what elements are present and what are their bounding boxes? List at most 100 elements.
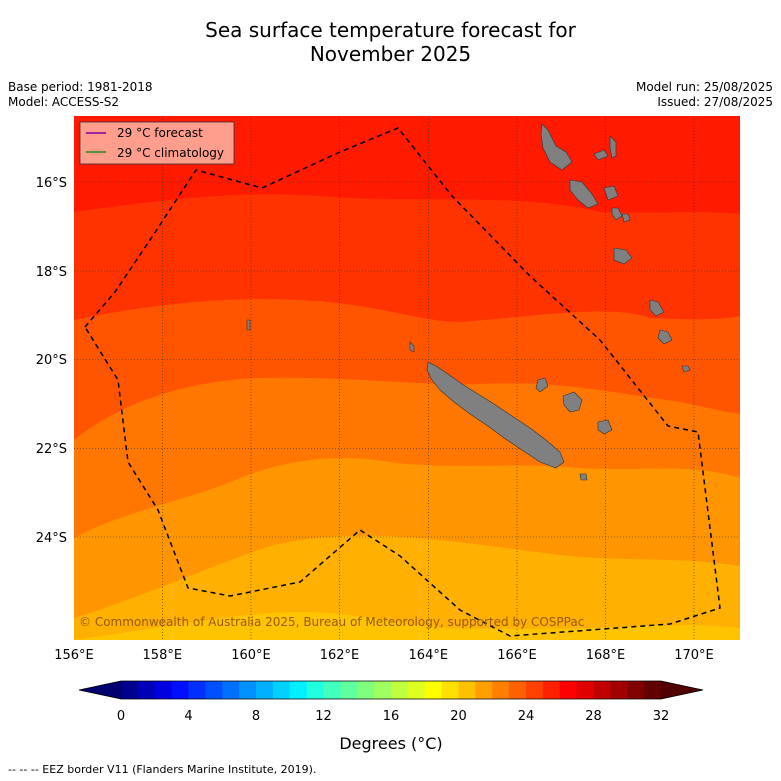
lon-label-156e: 156°E: [54, 648, 94, 663]
lat-label-20s: 20°S: [36, 353, 67, 368]
colorbar: [78, 680, 704, 700]
vanuatu-efate: [613, 247, 633, 265]
eez-border: [84, 127, 721, 637]
loyalty-island-3: [535, 377, 549, 393]
vanuatu-small-1: [611, 207, 623, 221]
colorbar-segment: [391, 681, 409, 699]
new-caledonia-island: [426, 361, 565, 469]
colorbar-tick-28: 28: [585, 709, 602, 724]
colorbar-segment: [526, 681, 544, 699]
colorbar-outline: [78, 680, 704, 700]
copyright-notice: © Commonwealth of Australia 2025, Bureau…: [79, 615, 584, 629]
lon-label-168e: 168°E: [586, 648, 626, 663]
colorbar-segment: [407, 681, 426, 699]
longitude-labels: 156°E 158°E 160°E 162°E 164°E 166°E 168°…: [54, 648, 714, 663]
colorbar-tick-12: 12: [315, 709, 332, 724]
chesterfield-reef: [246, 319, 251, 331]
isle-of-pines: [579, 473, 588, 481]
colorbar-segment: [610, 681, 628, 699]
vanuatu-tanna: [649, 299, 665, 317]
colorbar-segment: [576, 681, 594, 699]
vanuatu-ambae: [593, 149, 609, 161]
colorbar-title: Degrees (°C): [339, 734, 442, 753]
colorbar-segment: [627, 681, 645, 699]
gridlines: [74, 116, 740, 640]
lon-label-162e: 162°E: [320, 648, 360, 663]
colorbar-tick-20: 20: [450, 709, 467, 724]
title-line-2: November 2025: [309, 42, 472, 66]
colorbar-segment: [323, 681, 341, 699]
colorbar-max-arrow: [661, 681, 703, 699]
lat-label-24s: 24°S: [36, 531, 67, 546]
model-run-info: Model run: 25/08/2025 Issued: 27/08/2025: [636, 80, 773, 110]
legend-label-climatology: 29 °C climatology: [117, 146, 224, 160]
colorbar-segment: [121, 681, 139, 699]
colorbar-tick-8: 8: [252, 709, 260, 724]
colorbar-min-arrow: [79, 681, 121, 699]
colorbar-segment: [171, 681, 189, 699]
colorbar-segment: [205, 681, 223, 699]
lon-label-164e: 164°E: [409, 648, 449, 663]
belep-islet: [409, 341, 415, 353]
lat-label-18s: 18°S: [36, 265, 67, 280]
colorbar-segment: [137, 681, 156, 699]
vanuatu-pentecost: [609, 135, 617, 159]
vanuatu-malakula: [569, 179, 599, 209]
colorbar-segment: [509, 681, 527, 699]
lon-label-166e: 166°E: [497, 648, 537, 663]
colorbar-segment: [340, 681, 358, 699]
colorbar-segment: [644, 681, 662, 699]
model-run-date: Model run: 25/08/2025: [635, 80, 773, 94]
lat-label-22s: 22°S: [36, 442, 67, 457]
map-legend: 29 °C forecast 29 °C climatology: [79, 121, 235, 165]
colorbar-segment: [306, 681, 324, 699]
colorbar-segment: [272, 681, 291, 699]
colorbar-tick-16: 16: [383, 709, 400, 724]
colorbar-segment: [475, 681, 493, 699]
vanuatu-small-2: [621, 213, 631, 223]
colorbar-tick-24: 24: [518, 709, 535, 724]
eez-footnote: -- -- -- EEZ border V11 (Flanders Marine…: [8, 763, 317, 776]
title-line-1: Sea surface temperature forecast for: [205, 18, 576, 42]
colorbar-tick-32: 32: [653, 709, 670, 724]
loyalty-island-2: [597, 419, 613, 435]
colorbar-segment: [239, 681, 257, 699]
colorbar-segment: [542, 681, 561, 699]
colorbar-segment: [289, 681, 308, 699]
colorbar-tick-4: 4: [184, 709, 192, 724]
colorbar-segment: [559, 681, 578, 699]
colorbar-segment: [492, 681, 510, 699]
lat-label-16s: 16°S: [36, 176, 67, 191]
colorbar-segment: [256, 681, 274, 699]
model-name: Model: ACCESS-S2: [8, 95, 120, 109]
lon-label-158e: 158°E: [143, 648, 183, 663]
issued-date: Issued: 27/08/2025: [657, 95, 773, 109]
colorbar-segment: [424, 681, 443, 699]
matthew-island: [681, 365, 691, 373]
sst-band-6: [74, 612, 740, 640]
colorbar-segment: [154, 681, 173, 699]
chart-title: Sea surface temperature forecast for Nov…: [0, 18, 781, 66]
vanuatu-espiritu-santo: [540, 123, 573, 171]
colorbar-segment: [441, 681, 459, 699]
legend-label-forecast: 29 °C forecast: [117, 126, 203, 140]
base-period-info: Base period: 1981-2018 Model: ACCESS-S2: [8, 80, 153, 110]
base-period: Base period: 1981-2018: [8, 80, 153, 94]
sst-band-5: [74, 535, 740, 640]
loyalty-island-1: [562, 391, 583, 413]
latitude-labels: 16°S 18°S 20°S 22°S 24°S: [36, 176, 67, 546]
colorbar-segment: [357, 681, 375, 699]
lon-label-160e: 160°E: [231, 648, 271, 663]
land-masses: [246, 123, 691, 481]
colorbar-tick-0: 0: [117, 709, 125, 724]
colorbar-segment: [374, 681, 392, 699]
colorbar-segment: [593, 681, 611, 699]
colorbar-segment: [458, 681, 476, 699]
vanuatu-epi: [603, 185, 619, 201]
colorbar-tick-labels: 0 4 8 12 16 20 24 28 32: [117, 709, 669, 724]
vanuatu-aneityum: [657, 329, 673, 345]
lon-label-170e: 170°E: [674, 648, 714, 663]
colorbar-segment: [188, 681, 206, 699]
colorbar-segment: [222, 681, 240, 699]
